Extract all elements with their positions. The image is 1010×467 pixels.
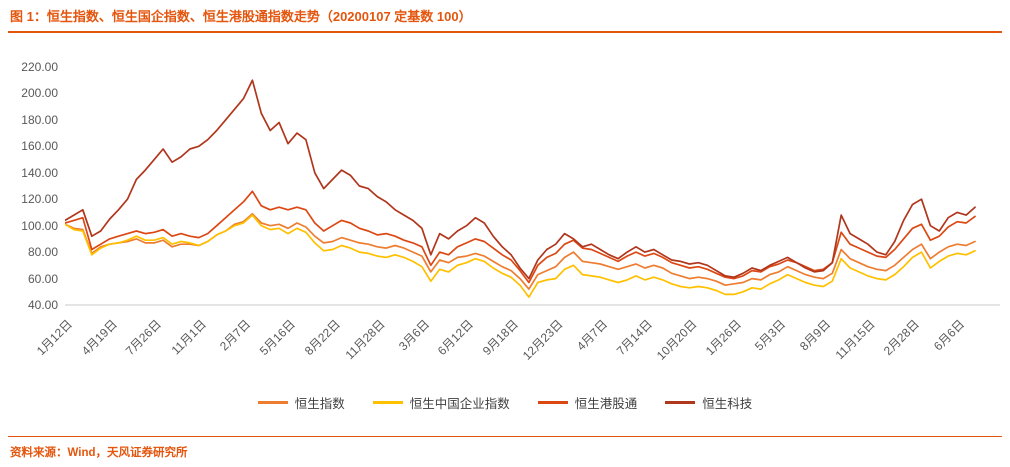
x-axis-label: 2月28日 bbox=[881, 317, 923, 359]
x-axis-label: 11月15日 bbox=[832, 317, 878, 363]
y-axis-label: 60.00 bbox=[27, 271, 58, 286]
x-axis-labels: 1月12日 4月19日 7月26日 11月1日 2月7日 5月16日 8月22日 11月28日… bbox=[10, 311, 1000, 379]
x-axis-label: 12月23日 bbox=[519, 317, 566, 363]
x-axis-label: 7月26日 bbox=[123, 317, 165, 359]
y-axis-label: 180.00 bbox=[21, 112, 58, 127]
x-axis-label: 6月12日 bbox=[435, 317, 477, 359]
legend-item: 恒生港股通 bbox=[537, 393, 638, 412]
source-note: 资料来源：Wind，天风证券研究所 bbox=[10, 447, 188, 459]
legend-item: 恒生科技 bbox=[665, 393, 752, 412]
x-axis-label: 1月12日 bbox=[33, 317, 75, 359]
legend-swatch bbox=[372, 401, 403, 404]
legend-label: 恒生指数 bbox=[294, 397, 345, 411]
series-line-2 bbox=[65, 190, 976, 284]
legend: 恒生指数 恒生中国企业指数 恒生港股通 恒生科技 bbox=[0, 393, 1010, 412]
y-axis-label: 80.00 bbox=[27, 245, 58, 260]
figure-title: 图 1：恒生指数、恒生国企指数、恒生港股通指数走势（20200107 定基数 1… bbox=[10, 9, 472, 24]
footer-divider bbox=[8, 436, 1002, 437]
plot-svg bbox=[65, 79, 1000, 306]
figure-footer: 资料来源：Wind，天风证券研究所 bbox=[0, 436, 1010, 460]
x-axis-label: 1月26日 bbox=[702, 317, 745, 359]
legend-item: 恒生中国企业指数 bbox=[372, 393, 510, 412]
y-axis-label: 220.00 bbox=[21, 60, 58, 74]
legend-swatch bbox=[665, 401, 696, 404]
figure-header: 图 1：恒生指数、恒生国企指数、恒生港股通指数走势（20200107 定基数 1… bbox=[0, 0, 1010, 25]
legend-swatch bbox=[257, 401, 288, 404]
x-axis-label: 8月9日 bbox=[796, 317, 834, 354]
x-axis-label: 10月20日 bbox=[653, 317, 700, 363]
x-axis-label: 3月6日 bbox=[395, 317, 432, 354]
y-axis-label: 160.00 bbox=[21, 139, 58, 154]
y-axis-label: 40.00 bbox=[27, 298, 58, 312]
legend-label: 恒生港股通 bbox=[574, 397, 638, 411]
x-axis-label: 6月6日 bbox=[930, 317, 968, 354]
x-axis-label: 2月7日 bbox=[216, 317, 254, 354]
x-axis-label: 11月28日 bbox=[342, 317, 388, 363]
x-axis-label: 11月1日 bbox=[168, 317, 209, 358]
x-axis-label: 4月7日 bbox=[573, 317, 611, 354]
x-axis-label: 4月19日 bbox=[78, 317, 120, 359]
chart-area: 220.00 200.00 180.00 160.00 140.00 120.00 100.… bbox=[10, 59, 1000, 379]
series-line-3 bbox=[65, 79, 976, 280]
legend-label: 恒生科技 bbox=[702, 397, 753, 411]
y-axis-label: 120.00 bbox=[21, 192, 58, 207]
title-divider bbox=[8, 31, 1002, 33]
x-axis-label: 7月14日 bbox=[613, 317, 655, 359]
legend-item: 恒生指数 bbox=[257, 393, 345, 412]
x-axis-label: 5月3日 bbox=[752, 317, 789, 354]
legend-label: 恒生中国企业指数 bbox=[409, 397, 510, 411]
x-axis-label: 5月16日 bbox=[256, 317, 298, 359]
series-line-1 bbox=[65, 214, 976, 298]
y-axis-label: 140.00 bbox=[21, 165, 58, 180]
legend-swatch bbox=[537, 401, 568, 404]
y-axis-label: 200.00 bbox=[21, 86, 58, 101]
x-axis-label: 8月22日 bbox=[301, 317, 343, 359]
y-axis-labels: 220.00 200.00 180.00 160.00 140.00 120.00 100.… bbox=[10, 59, 58, 315]
x-axis-label: 9月18日 bbox=[479, 317, 522, 359]
y-axis-label: 100.00 bbox=[21, 218, 58, 233]
